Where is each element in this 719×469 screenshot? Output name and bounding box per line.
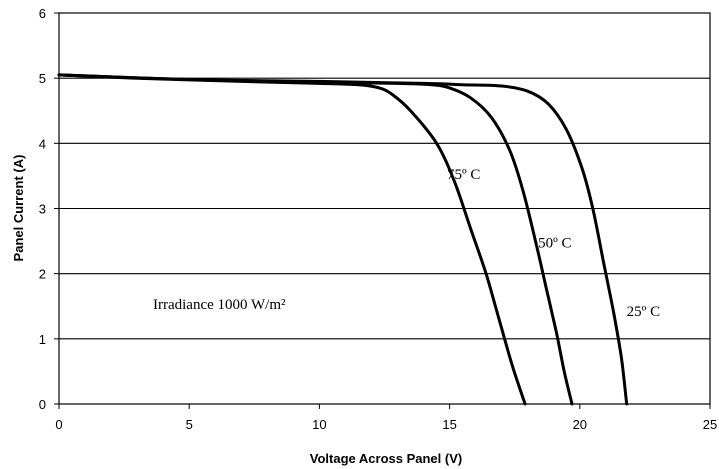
x-axis-title: Voltage Across Panel (V) <box>310 451 462 466</box>
series-labels: 75º C 50º C 25º C <box>447 167 660 320</box>
x-tick-label: 15 <box>442 417 456 432</box>
series-line-3 <box>57 73 629 406</box>
series-label-3: 25º C <box>627 304 660 320</box>
y-tick-label: 4 <box>39 136 46 151</box>
y-tick-label: 0 <box>39 397 46 412</box>
curves <box>57 73 629 406</box>
series-line-2 <box>57 73 574 406</box>
y-tick-label: 3 <box>39 202 46 217</box>
x-tick-label: 25 <box>703 417 717 432</box>
x-tick-label: 20 <box>573 417 587 432</box>
x-tick-label: 0 <box>55 417 62 432</box>
y-tick-label: 2 <box>39 267 46 282</box>
y-tick-label: 5 <box>39 71 46 86</box>
y-tick-label: 6 <box>39 6 46 21</box>
series-label-1: 75º C <box>447 167 480 183</box>
x-tick-label: 10 <box>312 417 326 432</box>
y-tick-label: 1 <box>39 332 46 347</box>
series-line-1 <box>57 73 527 406</box>
y-axis-title: Panel Current (A) <box>11 155 26 262</box>
series-label-2: 50º C <box>538 236 571 252</box>
irradiance-annotation: Irradiance 1000 W/m² <box>153 297 286 313</box>
x-tick-label: 5 <box>186 417 193 432</box>
tick-labels: 0 1 2 3 4 5 6 0 5 10 15 20 25 <box>39 6 717 432</box>
